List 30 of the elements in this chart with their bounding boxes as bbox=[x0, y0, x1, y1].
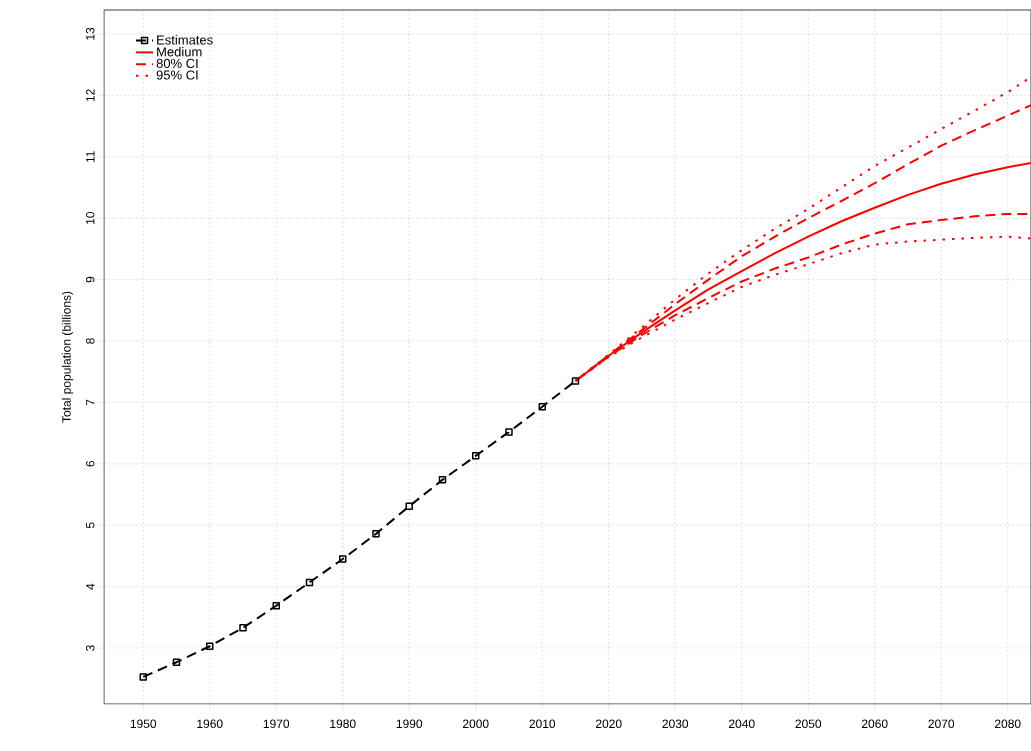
y-tick-label: 5 bbox=[86, 522, 95, 529]
y-tick-label: 9 bbox=[85, 276, 95, 283]
y-tick-label: 8 bbox=[85, 338, 95, 344]
legend-label: 95% CI bbox=[156, 70, 198, 80]
legend-label: Medium bbox=[157, 46, 202, 57]
x-tick-label: 2000 bbox=[462, 719, 489, 729]
y-tick-label: 11 bbox=[86, 151, 95, 163]
x-tick-label: 2030 bbox=[662, 719, 689, 729]
y-tick-label: 6 bbox=[85, 461, 95, 467]
y-tick-label: 4 bbox=[86, 583, 95, 590]
x-tick-label: 2080 bbox=[994, 719, 1021, 729]
y-axis-title: Total population (billions) bbox=[61, 291, 74, 423]
x-tick-label: 1990 bbox=[396, 719, 423, 729]
x-tick-label: 2060 bbox=[861, 719, 888, 729]
x-tick-label: 2050 bbox=[795, 719, 822, 729]
x-tick-label: 2040 bbox=[728, 719, 755, 729]
y-tick-label: 3 bbox=[85, 645, 95, 651]
x-tick-label: 1970 bbox=[263, 719, 290, 729]
x-tick-label: 1950 bbox=[130, 719, 157, 729]
legend-label: 80% CI bbox=[156, 58, 198, 69]
x-tick-label: 1960 bbox=[197, 719, 223, 729]
y-tick-label: 7 bbox=[86, 399, 95, 406]
y-tick-label: 12 bbox=[86, 89, 95, 102]
x-tick-label: 2010 bbox=[529, 719, 556, 729]
legend-label: Estimates bbox=[157, 35, 213, 45]
x-tick-label: 2020 bbox=[595, 719, 622, 729]
y-tick-label: 10 bbox=[85, 211, 95, 224]
x-tick-label: 1980 bbox=[330, 719, 356, 729]
x-tick-label: 2070 bbox=[928, 719, 955, 729]
y-tick-label: 13 bbox=[85, 27, 95, 40]
